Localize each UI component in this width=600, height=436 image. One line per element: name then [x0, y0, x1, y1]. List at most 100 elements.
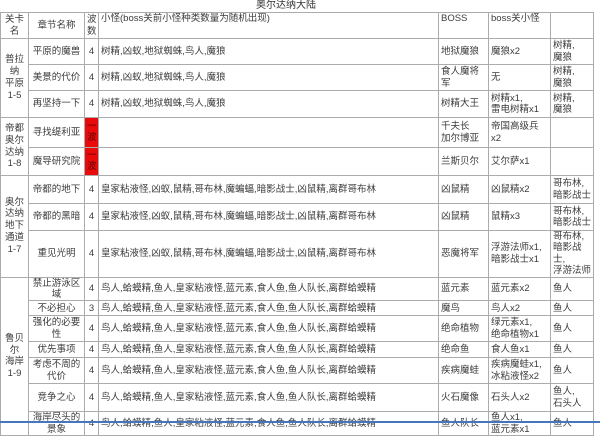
table-row: 强化的必要性 4 鸟人,蛤蟆精,鱼人,皇家粘液怪,蓝元素,食人鱼,鱼人队长,离群… — [1, 315, 594, 343]
wave-count-cell: 4 — [84, 276, 99, 302]
wave-count-cell: 4 — [84, 315, 99, 343]
wave-count-cell: 4 — [84, 90, 99, 118]
mobs-cell: 皇家粘液怪,凶蚁,鼠精,哥布林,魔蝙蝠,暗影战士,凶鼠精,离群哥布林 — [98, 175, 439, 204]
chapter-cell: 重见光明 — [28, 230, 85, 278]
boss-cell: 鱼人队长 — [438, 411, 489, 436]
chapter-cell: 平原的魔兽 — [28, 38, 85, 65]
extra-mobs-cell: 鱼人 — [550, 315, 594, 343]
header-chapter-name: 章节名称 — [28, 12, 85, 39]
header-level-name: 关卡 名 — [0, 12, 29, 39]
boss-cell: 凶鼠精 — [438, 175, 489, 204]
boss-mobs-cell: 食人鱼x1 — [488, 341, 551, 359]
table-row: 魔导研究院 一 波 兰斯贝尔 艾尔萨x1 — [1, 147, 594, 176]
mobs-cell — [98, 117, 439, 148]
mobs-cell: 皇家粘液怪,凶蚁,鼠精,哥布林,魔蝙蝠,暗影战士,凶鼠精,离群哥布林 — [98, 203, 439, 231]
boss-mobs-cell: 蓝元素x2 — [488, 276, 551, 302]
mobs-cell: 鸟人,蛤蟆精,鱼人,皇家粘液怪,蓝元素,食人鱼,鱼人队长,离群蛤蟆精 — [98, 411, 439, 436]
table-row: 优先事项 4 鸟人,蛤蟆精,鱼人,皇家粘液怪,蓝元素,食人鱼,鱼人队长,离群蛤蟆… — [1, 341, 594, 359]
mobs-cell: 树精,凶蚁,地狱蜘蛛,鸟人,魔狼 — [98, 64, 439, 91]
boss-cell: 疾病魔蛙 — [438, 357, 489, 385]
wave-count-cell: 4 — [84, 230, 99, 278]
region-label-underground-passage: 奥尔 达纳 地下 通道 1-7 — [0, 175, 29, 278]
chapter-cell: 帝都的黑暗 — [28, 203, 85, 231]
boss-cell: 千夫长 加尔博亚 — [438, 117, 489, 148]
extra-mobs-cell: 哥布林, 暗影战士 — [550, 203, 594, 231]
boss-cell: 绝命植物 — [438, 315, 489, 343]
mobs-cell: 鸟人,蛤蟆精,鱼人,皇家粘液怪,蓝元素,食人鱼,鱼人队长,离群蛤蟆精 — [98, 357, 439, 385]
extra-mobs-cell: 鱼人 — [550, 411, 594, 436]
chapter-cell: 再坚持一下 — [28, 90, 85, 118]
chapter-cell: 魔导研究院 — [28, 147, 85, 176]
chapter-cell: 海岸尽头的景象 — [28, 411, 85, 436]
boss-mobs-cell: 疾病魔蛙x1, 冰粘液怪x2 — [488, 357, 551, 385]
wave-count-cell: 4 — [84, 341, 99, 359]
chapter-cell: 不必担心 — [28, 300, 85, 317]
wave-count-cell: 4 — [84, 357, 99, 385]
extra-mobs-cell — [550, 117, 594, 148]
boss-cell: 魔鸟 — [438, 300, 489, 317]
boss-cell: 火石魔像 — [438, 383, 489, 413]
table-row: 不必担心 3 鸟人,蛤蟆精,鱼人,皇家粘液怪,蓝元素,食人鱼,鱼人队长,离群蛤蟆… — [1, 300, 594, 317]
mobs-cell: 鸟人,蛤蟆精,鱼人,皇家粘液怪,蓝元素,食人鱼,鱼人队长,离群蛤蟆精 — [98, 276, 439, 302]
table-row: 考虑不周的代价 4 鸟人,蛤蟆精,鱼人,皇家粘液怪,蓝元素,食人鱼,鱼人队长,离… — [1, 357, 594, 385]
table-row: 再坚持一下 4 树精,凶蚁,地狱蜘蛛,鸟人,魔狼 树精大王 树精x1, 雷电树精… — [1, 90, 594, 118]
chapter-cell: 帝都的地下 — [28, 175, 85, 204]
mobs-cell: 鸟人,蛤蟆精,鱼人,皇家粘液怪,蓝元素,食人鱼,鱼人队长,离群蛤蟆精 — [98, 315, 439, 343]
extra-mobs-cell: 树精, 魔狼 — [550, 64, 594, 91]
header-row: 关卡 名 章节名称 波 数 小怪(boss关前小怪种类数量为随机出现) BOSS… — [0, 12, 594, 39]
wave-count-cell: 4 — [84, 383, 99, 413]
header-boss-mobs: boss关小怪 — [488, 12, 551, 39]
boss-mobs-cell: 鱼人x1, 蓝元素x1 — [488, 411, 551, 436]
chapter-cell: 强化的必要性 — [28, 315, 85, 343]
extra-mobs-cell: 鱼人, 石头人 — [550, 383, 594, 413]
boss-mobs-cell: 凶鼠精x2 — [488, 175, 551, 204]
wave-count-cell: 4 — [84, 64, 99, 91]
table-row: 竞争之心 4 鸟人,蛤蟆精,鱼人,皇家粘液怪,蓝元素,食人鱼,鱼人队长,离群蛤蟆… — [1, 383, 594, 413]
extra-mobs-cell: 树精, 魔狼 — [550, 38, 594, 65]
boss-cell: 兰斯贝尔 — [438, 147, 489, 176]
wave-count-cell: 4 — [84, 411, 99, 436]
wave-count-cell-red: 一 波 — [84, 117, 99, 148]
header-mobs: 小怪(boss关前小怪种类数量为随机出现) — [98, 12, 439, 39]
extra-mobs-cell: 鱼人 — [550, 357, 594, 385]
chapter-cell: 竞争之心 — [28, 383, 85, 413]
bottom-border-line — [0, 421, 600, 423]
table-row: 重见光明 4 皇家粘液怪,凶蚁,鼠精,哥布林,魔蝙蝠,暗影战士,凶鼠精,离群哥布… — [1, 230, 594, 278]
wave-count-cell: 4 — [84, 203, 99, 231]
header-extra — [550, 12, 594, 39]
chapter-cell: 美景的代价 — [28, 64, 85, 91]
boss-cell: 地狱魔狼 — [438, 38, 489, 65]
chapter-cell: 考虑不周的代价 — [28, 357, 85, 385]
wave-count-cell-red: 一 波 — [84, 147, 99, 176]
mobs-cell: 鸟人,蛤蟆精,鱼人,皇家粘液怪,蓝元素,食人鱼,鱼人队长,离群蛤蟆精 — [98, 383, 439, 413]
wave-count-cell: 4 — [84, 38, 99, 65]
extra-mobs-cell: 鱼人 — [550, 276, 594, 302]
boss-mobs-cell: 帝国高级兵x2 — [488, 117, 551, 148]
chapter-cell: 寻找缇利亚 — [28, 117, 85, 148]
boss-mobs-cell: 魔狼x2 — [488, 38, 551, 65]
extra-mobs-cell: 树精, 魔狼 — [550, 90, 594, 118]
boss-cell: 树精大王 — [438, 90, 489, 118]
table-row: 帝都的黑暗 4 皇家粘液怪,凶蚁,鼠精,哥布林,魔蝙蝠,暗影战士,凶鼠精,离群哥… — [1, 203, 594, 231]
level-guide-table: 关卡 名 章节名称 波 数 小怪(boss关前小怪种类数量为随机出现) BOSS… — [0, 12, 594, 436]
boss-cell: 凶鼠精 — [438, 203, 489, 231]
chapter-cell: 禁止游泳区域 — [28, 276, 85, 302]
boss-mobs-cell: 树精x1, 雷电树精x1 — [488, 90, 551, 118]
boss-mobs-cell: 无 — [488, 64, 551, 91]
mobs-cell: 树精,凶蚁,地狱蜘蛛,鸟人,魔狼 — [98, 90, 439, 118]
boss-mobs-cell: 鸟人x2 — [488, 300, 551, 317]
region-label-plana-plain: 普拉 纳 平原 1-5 — [0, 38, 29, 118]
boss-cell: 蓝元素 — [438, 276, 489, 302]
page-title: 奥尔达纳大陆 — [256, 0, 316, 11]
mobs-cell — [98, 147, 439, 176]
wave-count-cell: 3 — [84, 300, 99, 317]
table-row: 奥尔 达纳 地下 通道 1-7 帝都的地下 4 皇家粘液怪,凶蚁,鼠精,哥布林,… — [0, 175, 594, 278]
extra-mobs-cell: 哥布林, 暗影战士 — [550, 175, 594, 204]
boss-mobs-cell: 鼠精x3 — [488, 203, 551, 231]
boss-mobs-cell: 浮游法师x1, 暗影战士x1 — [488, 230, 551, 278]
boss-mobs-cell: 石头人x2 — [488, 383, 551, 413]
region-label-rubel-coast: 鲁贝 尔 海岸 1-9 — [0, 276, 29, 436]
header-wave-count: 波 数 — [84, 12, 99, 39]
table-row: 帝都 奥尔 达纳 1-8 寻找缇利亚 一 波 千夫长 加尔博亚 帝国高级兵x2 — [0, 117, 594, 176]
boss-mobs-cell: 绿元素x1, 绝命植物x1 — [488, 315, 551, 343]
